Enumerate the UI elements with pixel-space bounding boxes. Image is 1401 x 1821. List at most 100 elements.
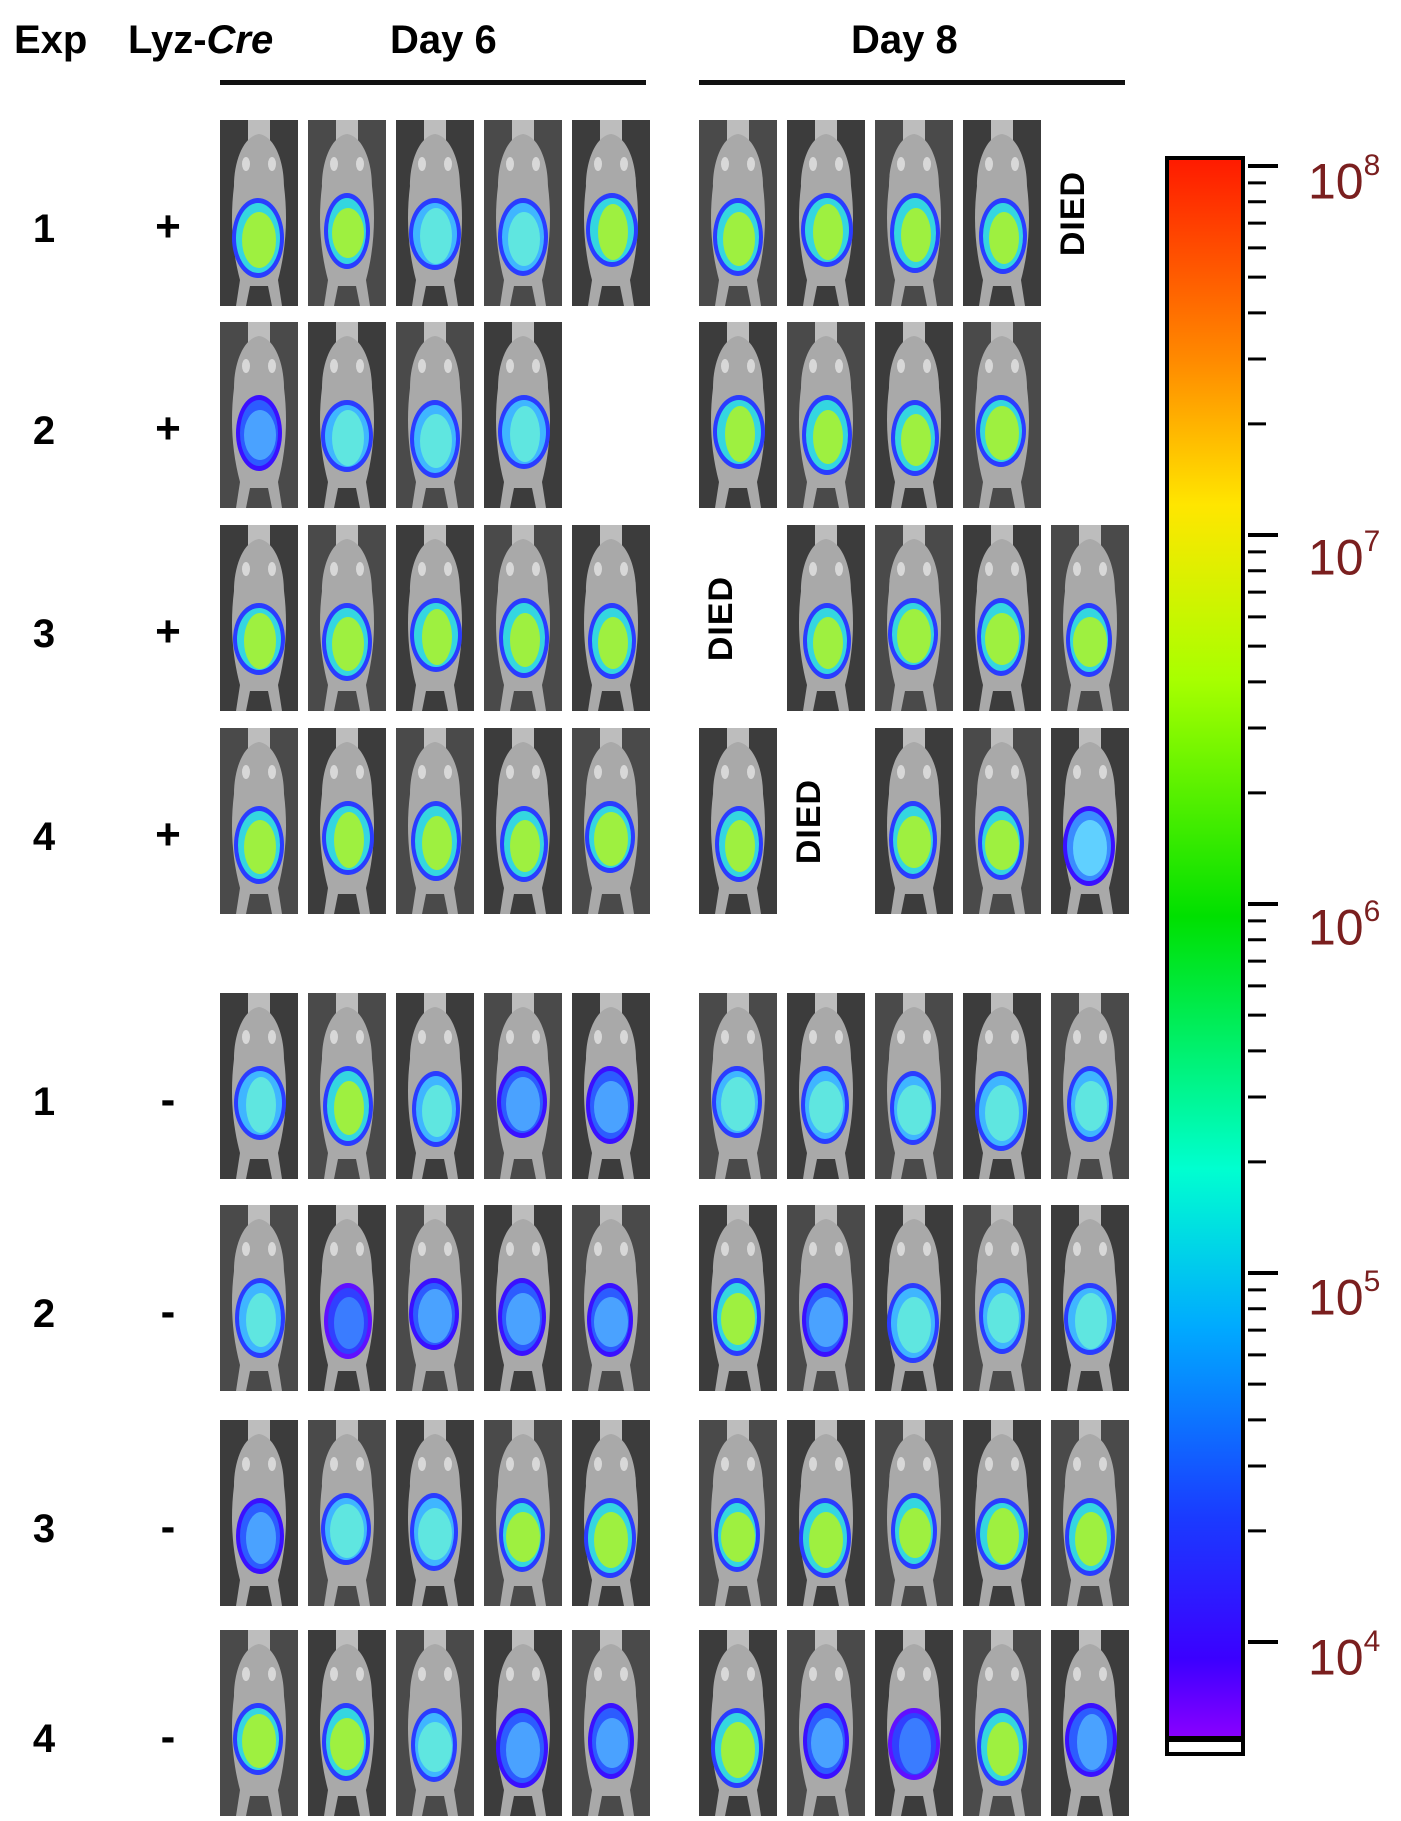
luminescence-color-scale — [1163, 152, 1253, 1756]
day6-mouse-image — [396, 728, 474, 914]
row-exp-label: 1 — [32, 1080, 56, 1124]
day8-mouse-image — [963, 120, 1041, 306]
row-cre-label: + — [155, 607, 181, 656]
row-cre-label: - — [160, 1075, 176, 1124]
day8-mouse-image — [699, 728, 777, 914]
day8-mouse-image — [787, 993, 865, 1179]
day6-mouse-image — [220, 993, 298, 1179]
day6-mouse-image — [484, 1420, 562, 1606]
day8-mouse-image — [963, 1205, 1041, 1391]
day6-mouse-image — [396, 993, 474, 1179]
day8-mouse-image — [875, 728, 953, 914]
day6-mouse-image — [484, 1630, 562, 1816]
row-cre-label: - — [160, 1712, 176, 1761]
day8-mouse-image — [963, 322, 1041, 508]
day8-mouse-image — [787, 120, 865, 306]
day8-mouse-image — [699, 120, 777, 306]
day6-mouse-image — [308, 120, 386, 306]
day6-mouse-image — [220, 1630, 298, 1816]
day6-mouse-image — [308, 728, 386, 914]
colorbar-label-1e4: 104 — [1308, 1625, 1381, 1686]
day8-mouse-image — [875, 120, 953, 306]
day8-mouse-image — [787, 525, 865, 711]
colorbar-label-1e7: 107 — [1308, 525, 1381, 586]
header-exp: Exp — [14, 18, 88, 62]
colorbar-label-1e5: 105 — [1308, 1265, 1381, 1326]
row-exp-label: 3 — [32, 1507, 56, 1551]
died-label: DIED — [702, 575, 741, 662]
day6-mouse-image — [396, 525, 474, 711]
day6-mouse-image — [572, 525, 650, 711]
row-cre-label: + — [155, 810, 181, 859]
day6-mouse-image — [308, 1630, 386, 1816]
header-day6: Day 6 — [390, 18, 497, 62]
header-genotype-italic: Cre — [206, 18, 274, 62]
day6-mouse-image — [484, 1205, 562, 1391]
day8-mouse-image — [963, 1630, 1041, 1816]
day8-mouse-image — [963, 525, 1041, 711]
colorbar-ticks — [1248, 164, 1278, 1644]
day6-mouse-image — [484, 728, 562, 914]
row-exp-label: 4 — [32, 1717, 56, 1761]
day8-bracket-line — [699, 80, 1125, 85]
day8-mouse-image — [787, 322, 865, 508]
row-exp-label: 2 — [32, 409, 56, 453]
row-cre-label: + — [155, 202, 181, 251]
day6-mouse-image — [308, 1205, 386, 1391]
day6-mouse-image — [484, 322, 562, 508]
day6-mouse-image — [572, 1630, 650, 1816]
day8-mouse-image — [699, 993, 777, 1179]
day8-mouse-image — [1051, 993, 1129, 1179]
day8-mouse-image — [699, 1420, 777, 1606]
day8-mouse-image — [699, 1205, 777, 1391]
day8-mouse-image — [963, 1420, 1041, 1606]
day6-mouse-image — [220, 525, 298, 711]
day8-mouse-image — [875, 1630, 953, 1816]
day6-mouse-image — [220, 728, 298, 914]
header-genotype-prefix: Lyz- — [128, 18, 207, 62]
row-cre-label: - — [160, 1287, 176, 1336]
day8-mouse-image — [699, 1630, 777, 1816]
day6-mouse-image — [220, 120, 298, 306]
day8-mouse-image — [1051, 1205, 1129, 1391]
day6-mouse-image — [308, 1420, 386, 1606]
day8-mouse-image — [875, 1420, 953, 1606]
day6-mouse-image — [572, 728, 650, 914]
day8-mouse-image — [787, 1420, 865, 1606]
died-label: DIED — [790, 778, 829, 865]
day8-mouse-image — [875, 993, 953, 1179]
day8-mouse-image — [875, 525, 953, 711]
day8-mouse-image — [875, 1205, 953, 1391]
day8-mouse-image — [963, 993, 1041, 1179]
day6-mouse-image — [220, 1420, 298, 1606]
day6-mouse-image — [572, 993, 650, 1179]
day6-mouse-image — [308, 525, 386, 711]
row-exp-label: 2 — [32, 1292, 56, 1336]
day6-mouse-image — [484, 525, 562, 711]
day8-mouse-image — [1051, 1630, 1129, 1816]
day6-mouse-image — [484, 120, 562, 306]
row-cre-label: - — [160, 1502, 176, 1551]
day6-mouse-image — [308, 322, 386, 508]
row-exp-label: 3 — [32, 612, 56, 656]
colorbar-white-end — [1165, 1738, 1245, 1756]
day6-bracket-line — [220, 80, 646, 85]
day8-mouse-image — [787, 1630, 865, 1816]
day8-mouse-image — [1051, 1420, 1129, 1606]
day6-mouse-image — [572, 1205, 650, 1391]
day8-mouse-image — [963, 728, 1041, 914]
day8-mouse-image — [699, 322, 777, 508]
day6-mouse-image — [396, 1630, 474, 1816]
day6-mouse-image — [572, 120, 650, 306]
colorbar-label-1e8: 108 — [1308, 149, 1381, 210]
header-genotype: Lyz-Cre — [128, 16, 273, 64]
day8-mouse-image — [1051, 525, 1129, 711]
day6-mouse-image — [484, 993, 562, 1179]
day6-mouse-image — [308, 993, 386, 1179]
day6-mouse-image — [220, 1205, 298, 1391]
died-label: DIED — [1054, 170, 1093, 257]
day8-mouse-image — [1051, 728, 1129, 914]
header-day8: Day 8 — [851, 18, 958, 62]
day6-mouse-image — [396, 322, 474, 508]
day8-mouse-image — [787, 1205, 865, 1391]
